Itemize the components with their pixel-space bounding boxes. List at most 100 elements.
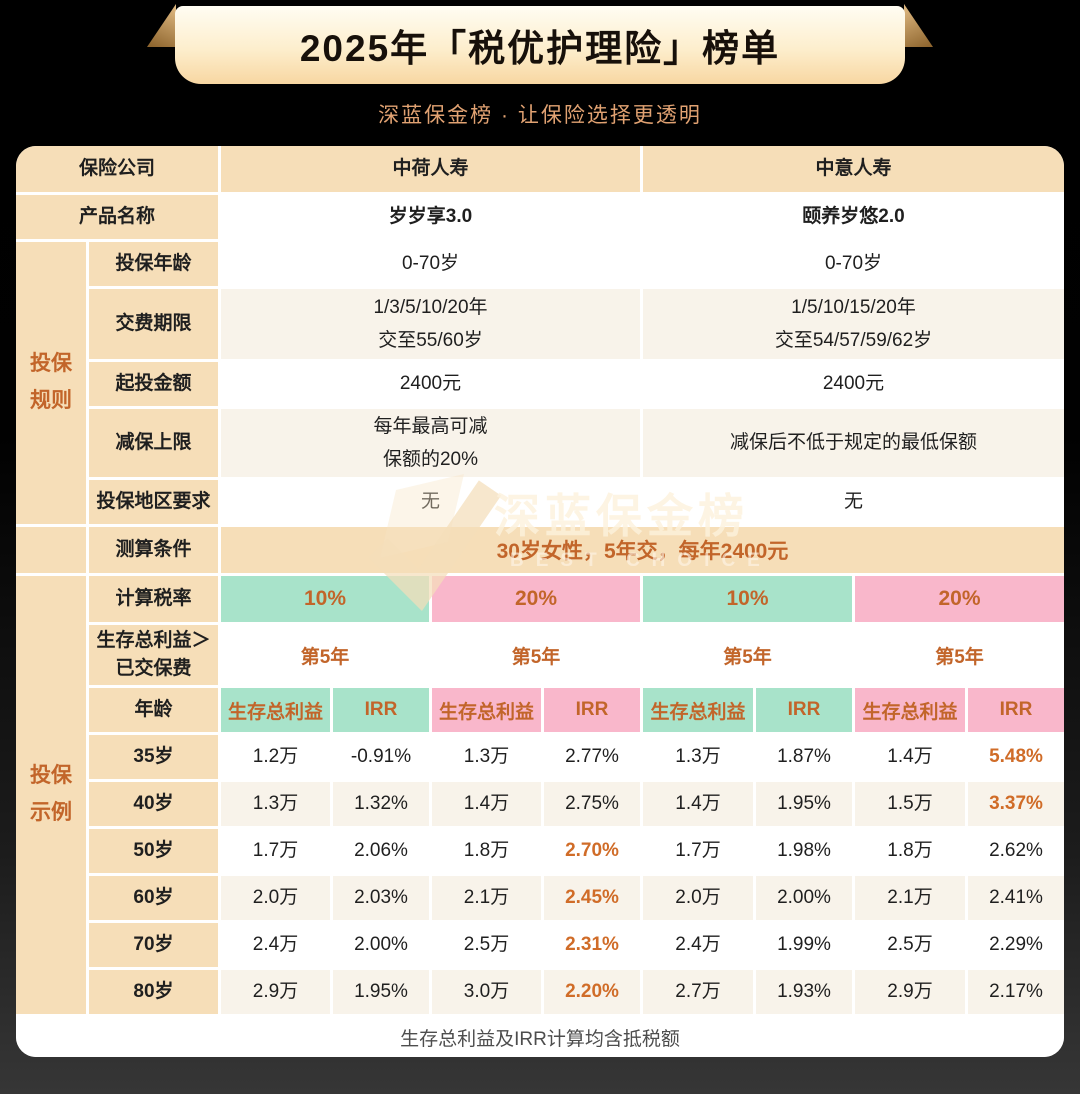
data-cell: 1.5万 bbox=[855, 782, 965, 826]
data-cell: 1.2万 bbox=[221, 735, 330, 779]
data-cell: 2.0万 bbox=[221, 876, 330, 920]
data-cell: 2.9万 bbox=[221, 970, 330, 1014]
data-cell: 1.4万 bbox=[855, 735, 965, 779]
data-cell: 2.4万 bbox=[643, 923, 753, 967]
sidebar-examples-label: 投保 示例 bbox=[16, 576, 86, 1014]
tax-rate-cell: 20% bbox=[432, 576, 640, 622]
data-cell: 5.48% bbox=[968, 735, 1064, 779]
data-cell: 1.3万 bbox=[221, 782, 330, 826]
company-name: 中意人寿 bbox=[643, 146, 1064, 192]
tax-rate-cell: 20% bbox=[855, 576, 1064, 622]
data-cell: 2.00% bbox=[756, 876, 852, 920]
rule-value: 1/3/5/10/20年 交至55/60岁 bbox=[221, 289, 640, 359]
data-cell: 1.8万 bbox=[855, 829, 965, 873]
product-name: 岁岁享3.0 bbox=[221, 195, 640, 239]
metric-header-cell: 生存总利益 bbox=[855, 688, 965, 732]
breakeven-cell: 第5年 bbox=[221, 625, 429, 685]
data-cell: 2.5万 bbox=[432, 923, 541, 967]
data-cell: 2.17% bbox=[968, 970, 1064, 1014]
data-cell: 1.98% bbox=[756, 829, 852, 873]
data-cell: 1.3万 bbox=[432, 735, 541, 779]
sidebar-rules-label: 投保 规则 bbox=[16, 242, 86, 524]
page: { "banner": { "title": "2025年「税优护理险」榜单",… bbox=[0, 4, 1080, 1094]
product-row-label: 产品名称 bbox=[16, 195, 218, 239]
rule-label: 减保上限 bbox=[89, 409, 218, 477]
product-name: 颐养岁悠2.0 bbox=[643, 195, 1064, 239]
rule-label: 投保地区要求 bbox=[89, 480, 218, 524]
data-cell: 1.3万 bbox=[643, 735, 753, 779]
data-cell: 1.7万 bbox=[221, 829, 330, 873]
data-cell: 1.4万 bbox=[643, 782, 753, 826]
data-cell: 2.4万 bbox=[221, 923, 330, 967]
breakeven-label: 生存总利益＞ 已交保费 bbox=[89, 625, 218, 685]
calc-condition-value: 30岁女性，5年交，每年2400元 bbox=[221, 527, 1064, 573]
age-label-cell: 50岁 bbox=[89, 829, 218, 873]
data-cell: 2.70% bbox=[544, 829, 640, 873]
data-cell: 1.7万 bbox=[643, 829, 753, 873]
data-cell: 2.9万 bbox=[855, 970, 965, 1014]
data-cell: 2.03% bbox=[333, 876, 429, 920]
rule-value: 2400元 bbox=[221, 362, 640, 406]
ribbon-fold-left bbox=[147, 4, 176, 47]
age-label-cell: 80岁 bbox=[89, 970, 218, 1014]
data-cell: 2.41% bbox=[968, 876, 1064, 920]
breakeven-cell: 第5年 bbox=[432, 625, 640, 685]
data-cell: 2.77% bbox=[544, 735, 640, 779]
data-cell: 2.20% bbox=[544, 970, 640, 1014]
data-cell: 3.37% bbox=[968, 782, 1064, 826]
data-cell: 2.06% bbox=[333, 829, 429, 873]
metric-header-cell: IRR bbox=[333, 688, 429, 732]
metric-header-cell: 生存总利益 bbox=[221, 688, 330, 732]
sidebar-spacer-cell bbox=[16, 527, 86, 573]
rule-value: 0-70岁 bbox=[221, 242, 640, 286]
metric-header-cell: IRR bbox=[968, 688, 1064, 732]
age-label-cell: 60岁 bbox=[89, 876, 218, 920]
metric-header-cell: IRR bbox=[756, 688, 852, 732]
data-cell: 2.31% bbox=[544, 923, 640, 967]
rule-value: 无 bbox=[221, 480, 640, 524]
rule-value: 无 bbox=[643, 480, 1064, 524]
tax-rate-cell: 10% bbox=[221, 576, 429, 622]
data-cell: 3.0万 bbox=[432, 970, 541, 1014]
metric-header-cell: 生存总利益 bbox=[643, 688, 753, 732]
rule-value: 减保后不低于规定的最低保额 bbox=[643, 409, 1064, 477]
calc-condition-label: 测算条件 bbox=[89, 527, 218, 573]
data-cell: 1.4万 bbox=[432, 782, 541, 826]
data-cell: 1.93% bbox=[756, 970, 852, 1014]
data-cell: 2.45% bbox=[544, 876, 640, 920]
tax-rate-cell: 10% bbox=[643, 576, 852, 622]
data-cell: 2.1万 bbox=[855, 876, 965, 920]
banner-plate: 2025年「税优护理险」榜单 bbox=[175, 6, 905, 84]
data-cell: 2.1万 bbox=[432, 876, 541, 920]
rule-value: 每年最高可减 保额的20% bbox=[221, 409, 640, 477]
rule-value: 1/5/10/15/20年 交至54/57/59/62岁 bbox=[643, 289, 1064, 359]
ranking-table-card: 保险公司 中荷人寿 中意人寿 产品名称 岁岁享3.0 颐养岁悠2.0 投保 规则… bbox=[16, 146, 1064, 1057]
age-label-cell: 40岁 bbox=[89, 782, 218, 826]
age-label-cell: 70岁 bbox=[89, 923, 218, 967]
data-cell: 1.32% bbox=[333, 782, 429, 826]
breakeven-cell: 第5年 bbox=[855, 625, 1064, 685]
company-name: 中荷人寿 bbox=[221, 146, 640, 192]
data-cell: 2.75% bbox=[544, 782, 640, 826]
metric-header-cell: 生存总利益 bbox=[432, 688, 541, 732]
page-title: 2025年「税优护理险」榜单 bbox=[299, 28, 781, 69]
data-cell: 2.0万 bbox=[643, 876, 753, 920]
page-subtitle: 深蓝保金榜 · 让保险选择更透明 bbox=[378, 104, 702, 127]
data-cell: 1.99% bbox=[756, 923, 852, 967]
age-header-label: 年龄 bbox=[89, 688, 218, 732]
breakeven-cell: 第5年 bbox=[643, 625, 852, 685]
rule-label: 起投金额 bbox=[89, 362, 218, 406]
footer-note: 生存总利益及IRR计算均含抵税额 bbox=[16, 1017, 1064, 1057]
age-label-cell: 35岁 bbox=[89, 735, 218, 779]
data-cell: 1.87% bbox=[756, 735, 852, 779]
data-cell: -0.91% bbox=[333, 735, 429, 779]
data-cell: 1.8万 bbox=[432, 829, 541, 873]
company-row-label: 保险公司 bbox=[16, 146, 218, 192]
comparison-table: 保险公司 中荷人寿 中意人寿 产品名称 岁岁享3.0 颐养岁悠2.0 投保 规则… bbox=[16, 146, 1064, 1057]
rule-value: 2400元 bbox=[643, 362, 1064, 406]
data-cell: 2.7万 bbox=[643, 970, 753, 1014]
rule-label: 投保年龄 bbox=[89, 242, 218, 286]
tax-rate-label: 计算税率 bbox=[89, 576, 218, 622]
data-cell: 1.95% bbox=[756, 782, 852, 826]
data-cell: 2.00% bbox=[333, 923, 429, 967]
